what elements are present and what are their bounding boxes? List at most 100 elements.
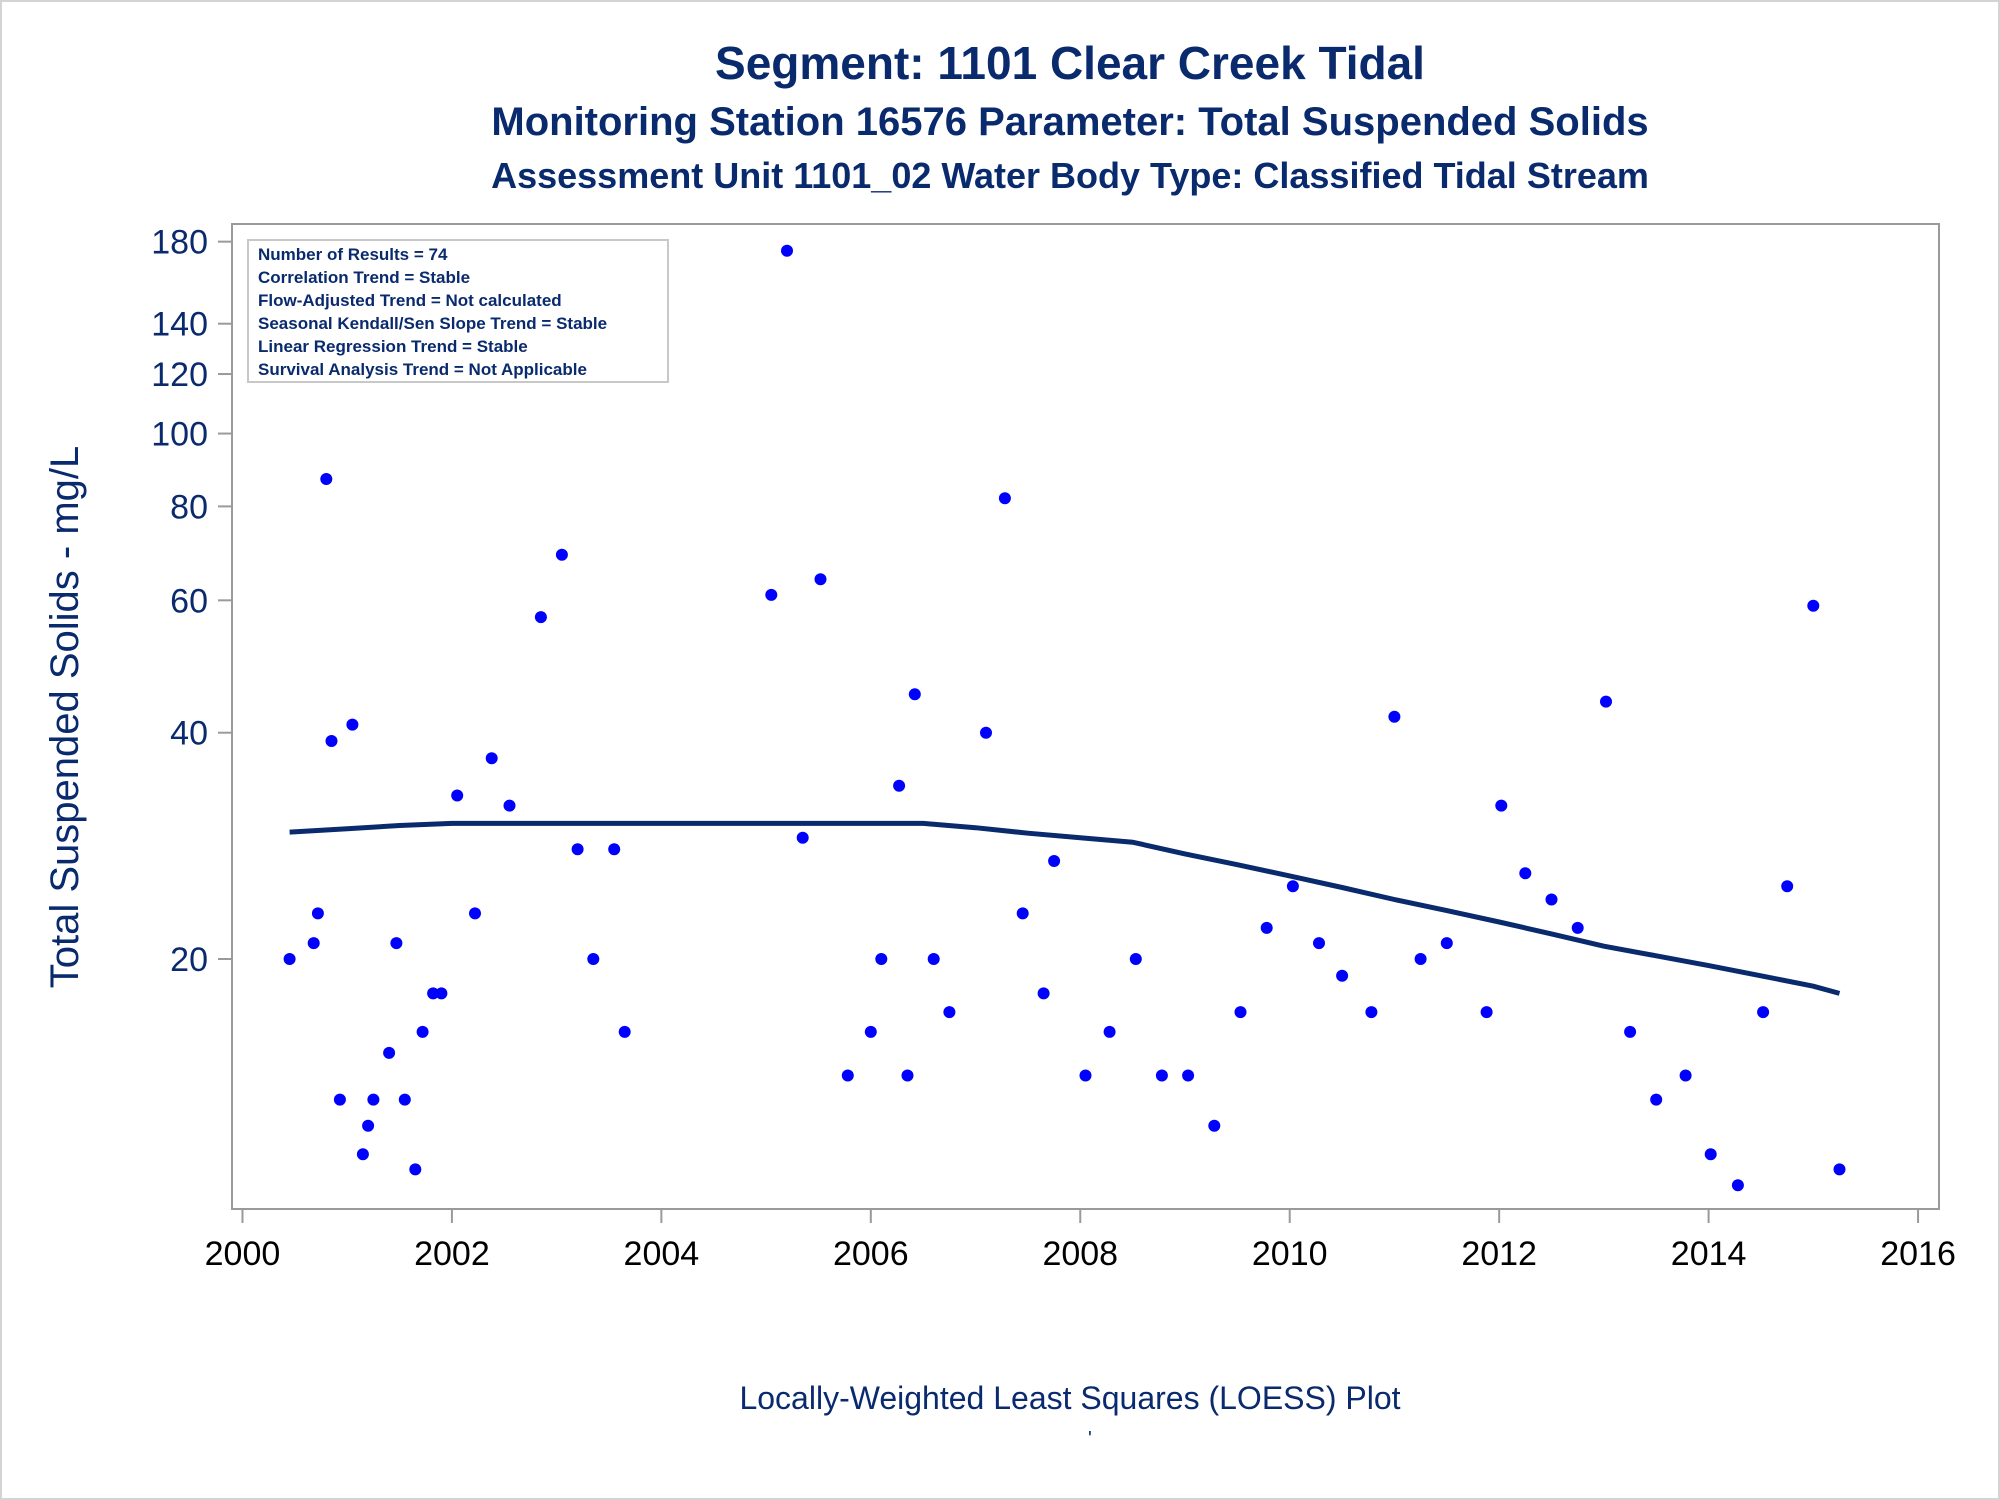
x-tick-label: 2012 bbox=[1461, 1235, 1537, 1273]
data-point bbox=[1731, 1179, 1744, 1192]
y-tick-label: 40 bbox=[170, 715, 208, 753]
data-point bbox=[893, 779, 906, 792]
data-point bbox=[1519, 867, 1532, 880]
data-point bbox=[1048, 855, 1061, 867]
data-point bbox=[1182, 1069, 1195, 1082]
data-point bbox=[1624, 1025, 1637, 1038]
data-point bbox=[901, 1069, 914, 1082]
data-point bbox=[320, 473, 333, 485]
data-point bbox=[864, 1025, 877, 1038]
data-point bbox=[409, 1163, 422, 1176]
data-point bbox=[1365, 1006, 1378, 1019]
x-tick-label: 2010 bbox=[1252, 1235, 1328, 1273]
data-point bbox=[1129, 953, 1142, 965]
data-point bbox=[1336, 969, 1349, 982]
data-point bbox=[333, 1093, 346, 1106]
y-tick-label: 140 bbox=[151, 306, 208, 344]
data-point bbox=[1016, 907, 1029, 920]
x-tick-label: 2002 bbox=[414, 1235, 490, 1273]
data-points bbox=[283, 244, 1846, 1192]
data-point bbox=[1704, 1148, 1717, 1161]
statistics-line: Survival Analysis Trend = Not Applicable bbox=[258, 360, 587, 379]
data-point bbox=[311, 907, 324, 920]
statistics-legend: Number of Results = 74 Correlation Trend … bbox=[247, 239, 669, 383]
data-point bbox=[1286, 880, 1299, 893]
data-point bbox=[325, 735, 338, 747]
data-point bbox=[765, 588, 778, 601]
x-tick-label: 2000 bbox=[205, 1235, 281, 1273]
y-tick-label: 180 bbox=[151, 224, 208, 262]
chart-title: Segment: 1101 Clear Creek Tidal bbox=[715, 37, 1425, 89]
statistics-line: Number of Results = 74 bbox=[258, 245, 448, 264]
data-point bbox=[307, 937, 320, 950]
data-point bbox=[927, 953, 940, 965]
data-point bbox=[1260, 921, 1273, 934]
data-point bbox=[555, 548, 568, 561]
statistics-line: Flow-Adjusted Trend = Not calculated bbox=[258, 291, 562, 310]
y-axis-label: Total Suspended Solids - mg/L bbox=[43, 446, 87, 989]
data-point bbox=[485, 752, 498, 765]
data-point bbox=[1600, 695, 1612, 708]
data-point bbox=[587, 953, 600, 965]
data-point bbox=[1679, 1069, 1692, 1082]
x-tick-label: 2016 bbox=[1880, 1235, 1956, 1273]
data-point bbox=[943, 1006, 956, 1019]
data-point bbox=[469, 907, 481, 920]
data-point bbox=[980, 726, 992, 739]
data-point bbox=[841, 1069, 854, 1082]
data-point bbox=[1208, 1119, 1221, 1132]
x-tick-label: 2004 bbox=[624, 1235, 700, 1273]
data-point bbox=[1757, 1006, 1770, 1019]
x-tick-label: 2006 bbox=[833, 1235, 909, 1273]
statistics-legend-frame bbox=[247, 239, 669, 383]
data-point bbox=[1545, 893, 1558, 906]
statistics-line: Correlation Trend = Stable bbox=[258, 268, 470, 287]
data-point bbox=[571, 843, 584, 856]
data-point bbox=[875, 953, 888, 965]
footnote-mark: ' bbox=[1088, 1428, 1092, 1450]
data-point bbox=[390, 937, 403, 950]
data-point bbox=[1495, 799, 1508, 812]
data-point bbox=[1155, 1069, 1168, 1082]
data-point bbox=[1833, 1163, 1846, 1176]
data-point bbox=[781, 244, 793, 257]
data-point bbox=[356, 1148, 369, 1161]
data-point bbox=[814, 573, 827, 586]
data-point bbox=[1480, 1006, 1493, 1019]
y-tick-label: 80 bbox=[170, 488, 208, 526]
data-point bbox=[1781, 880, 1794, 893]
data-point bbox=[1079, 1069, 1092, 1082]
data-point bbox=[1807, 599, 1820, 612]
x-tick-label: 2008 bbox=[1042, 1235, 1118, 1273]
data-point bbox=[1440, 937, 1453, 950]
data-point bbox=[1414, 953, 1427, 965]
data-point bbox=[796, 831, 809, 844]
data-point bbox=[367, 1093, 380, 1106]
data-point bbox=[1388, 710, 1401, 723]
data-point bbox=[503, 799, 516, 812]
y-tick-label: 100 bbox=[151, 416, 208, 454]
x-tick-label: 2014 bbox=[1671, 1235, 1747, 1273]
loess-trend-line bbox=[289, 820, 1841, 996]
data-point bbox=[283, 953, 296, 965]
data-point bbox=[618, 1025, 631, 1038]
y-tick-label: 20 bbox=[170, 941, 208, 979]
statistics-line: Linear Regression Trend = Stable bbox=[258, 337, 528, 356]
data-point bbox=[451, 789, 464, 802]
footnote: Locally-Weighted Least Squares (LOESS) P… bbox=[739, 1380, 1401, 1416]
data-point bbox=[608, 843, 621, 856]
data-point bbox=[435, 987, 448, 1000]
y-axis: 20 40 60 80 100 120 140 180 bbox=[151, 224, 232, 979]
x-axis: 2000 2002 2004 2006 2008 2010 2012 2014 2016 bbox=[205, 1209, 1956, 1273]
data-point bbox=[1571, 921, 1584, 934]
data-point bbox=[427, 987, 440, 1000]
data-point bbox=[998, 492, 1011, 505]
data-point bbox=[398, 1093, 411, 1106]
data-point bbox=[1234, 1006, 1247, 1019]
data-point bbox=[362, 1119, 375, 1132]
data-point bbox=[1103, 1025, 1116, 1038]
data-point bbox=[908, 688, 921, 701]
y-tick-label: 120 bbox=[151, 356, 208, 394]
